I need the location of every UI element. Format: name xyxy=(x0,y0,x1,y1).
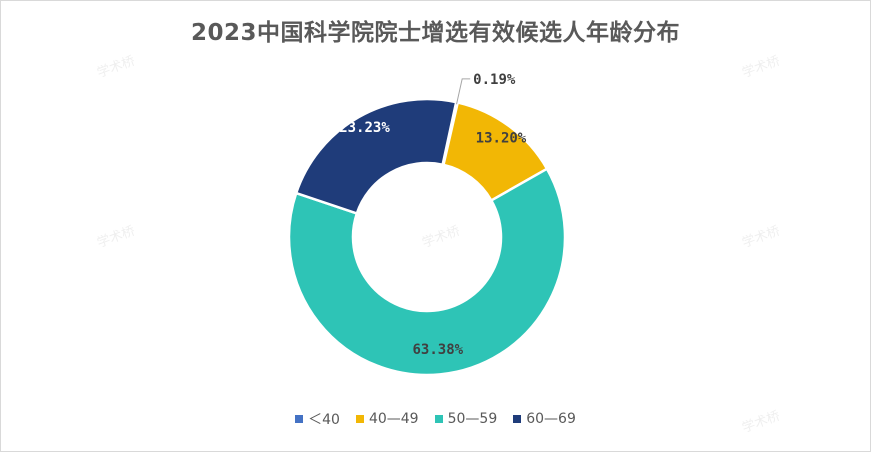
legend-label: 60—69 xyxy=(526,411,576,427)
donut-slice xyxy=(294,97,458,216)
legend-item: 60—69 xyxy=(513,411,576,427)
donut-slice xyxy=(287,167,567,377)
legend-swatch xyxy=(434,415,443,423)
data-label: 23.23% xyxy=(339,120,390,136)
legend-swatch xyxy=(295,415,304,423)
legend-item: 40—49 xyxy=(355,411,419,427)
legend: ＜40 40—49 50—59 60—69 xyxy=(1,409,870,429)
legend-swatch xyxy=(355,415,364,423)
legend-swatch xyxy=(513,415,522,423)
legend-item: 50—59 xyxy=(434,411,498,427)
leader-line xyxy=(456,78,471,105)
data-label: 63.38% xyxy=(413,342,464,358)
legend-label: 40—49 xyxy=(368,411,419,427)
legend-label: 50—59 xyxy=(447,411,498,427)
chart-title: 2023中国科学院院士增选有效候选人年龄分布 xyxy=(190,20,680,46)
legend-item: ＜40 xyxy=(295,409,340,429)
legend-label: ＜40 xyxy=(308,412,340,428)
data-label: 13.20% xyxy=(476,131,527,147)
data-label: 0.19% xyxy=(473,72,516,88)
